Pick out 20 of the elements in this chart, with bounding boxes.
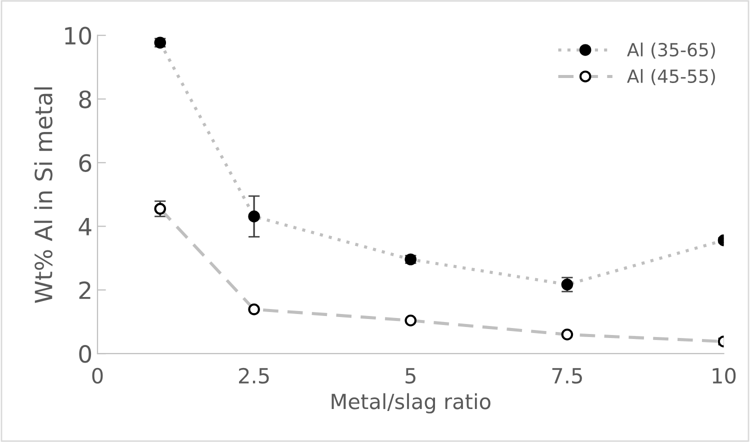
x-tick-label: 0 (92, 368, 103, 384)
point (154, 202, 166, 215)
point (561, 328, 574, 340)
legend-label: Al (45-55) (627, 69, 715, 86)
x-tick-label: 10 (712, 368, 736, 384)
legend-label: Al (35-65) (627, 42, 715, 59)
x-axis-title: Metal/slag ratio (332, 393, 490, 414)
y-tick-label: 10 (65, 26, 92, 45)
y-tick-label: 6 (79, 154, 92, 172)
y-tick-label: 2 (79, 281, 90, 299)
x-tick-label: 5 (406, 368, 416, 384)
y-axis-title: Wt% Al in Si metal (34, 87, 52, 304)
y-tick-label: 4 (78, 218, 92, 236)
point (404, 314, 417, 326)
point (248, 210, 260, 222)
point (248, 303, 260, 316)
y-tick-label: 8 (79, 90, 92, 108)
y-tick-label: 0 (79, 345, 92, 363)
x-tick-label: 7.5 (552, 368, 582, 384)
x-tick-label: 2.5 (239, 368, 269, 384)
